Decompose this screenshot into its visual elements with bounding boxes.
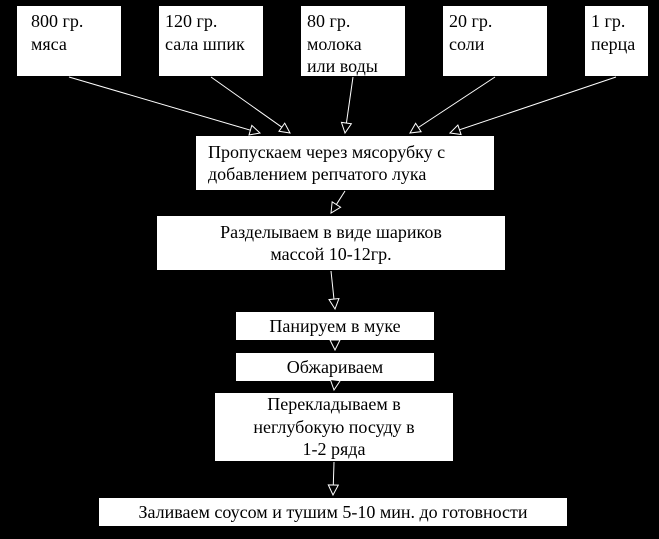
ingredient-fat: 120 гр. сала шпик <box>158 5 264 77</box>
step-pan: Перекладываем в неглубокую посуду в 1-2 … <box>214 392 454 462</box>
ingredient-milk: 80 гр. молока или воды <box>300 5 406 77</box>
step-fry: Обжариваем <box>235 352 435 382</box>
step-balls: Разделываем в виде шариков массой 10-12г… <box>156 215 506 271</box>
step-flour: Панируем в муке <box>235 311 435 341</box>
ingredient-pepper: 1 гр. перца <box>584 5 649 77</box>
step-stew: Заливаем соусом и тушим 5-10 мин. до гот… <box>98 497 568 527</box>
step-grind: Пропускаем через мясорубку с добавлением… <box>195 135 495 191</box>
ingredient-meat: 800 гр. мяса <box>16 5 122 77</box>
ingredient-salt: 20 гр. соли <box>442 5 548 77</box>
